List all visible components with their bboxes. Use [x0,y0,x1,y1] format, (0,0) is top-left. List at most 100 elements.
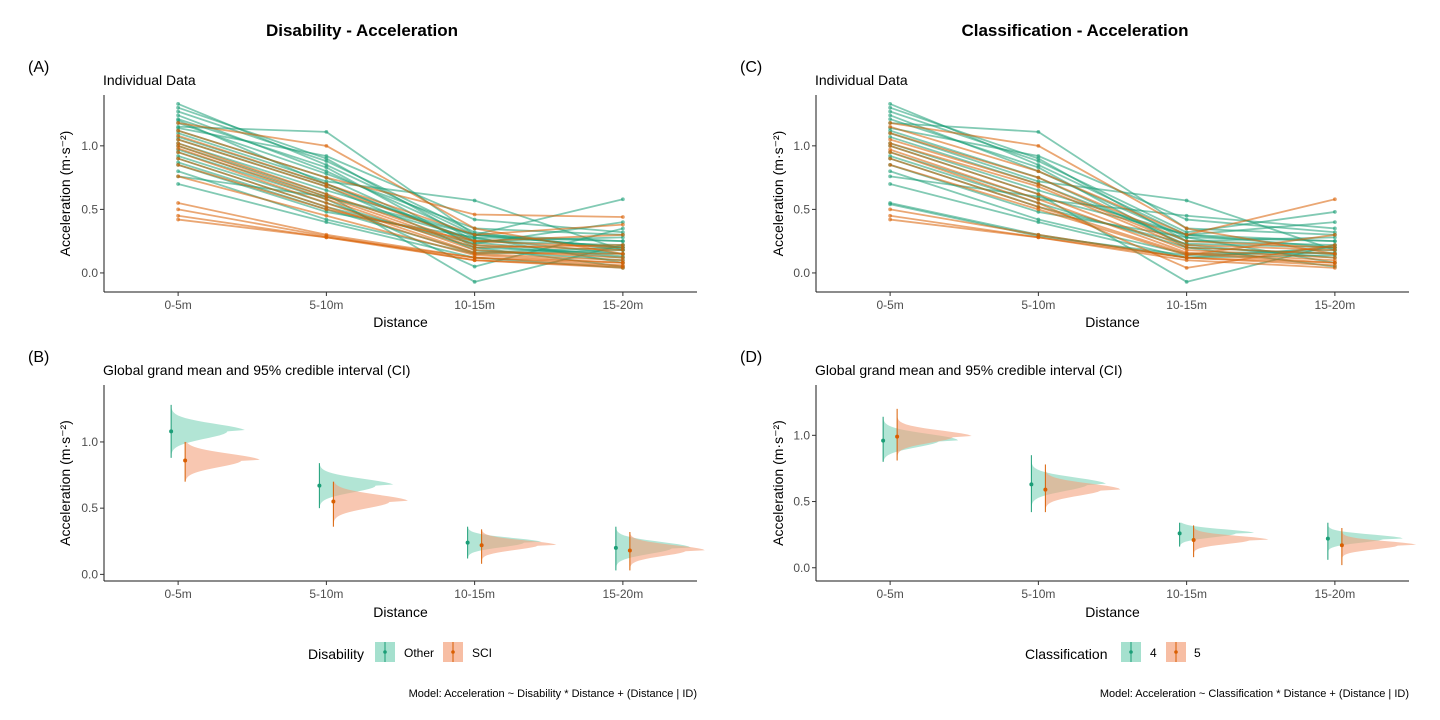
series-line-25 [888,137,1337,252]
data-point [176,174,181,179]
data-point [176,201,181,205]
data-point [472,212,477,217]
series-line-26 [176,128,625,219]
data-point [620,215,625,219]
data-point [324,197,329,202]
density-layer [169,404,705,571]
data-point [176,163,181,167]
series-line-23 [888,124,1337,237]
grand-mean-point [465,540,470,545]
grand-mean-point [331,499,336,504]
grand-mean-point [1339,543,1344,548]
y-tick-label: 0.0 [81,266,98,280]
data-point [888,207,893,212]
y-axis-title: Acceleration (m·s⁻²) [57,131,73,257]
data-point [1036,165,1041,170]
grand-mean-point [479,543,484,548]
x-tick-label: 15-20m [603,587,644,601]
y-tick-label: 0.0 [793,266,810,280]
data-point [1036,129,1041,134]
data-point [620,232,625,237]
data-point [324,235,329,240]
data-point [176,156,181,161]
series-line-34 [176,163,625,244]
series-polyline [177,122,623,236]
data-point [176,137,181,142]
data-point [888,131,893,136]
data-point [324,165,329,170]
right-title: Classification - Acceleration [961,21,1188,40]
panel-subtitle: Individual Data [103,72,196,88]
x-tick-label: 10-15m [1166,587,1207,601]
data-point [324,143,329,148]
data-point [888,150,893,155]
y-tick-label: 1.0 [81,435,98,449]
data-point [1036,192,1041,197]
data-point [176,207,181,212]
series-line-27 [176,133,625,237]
panel-tag: (C) [740,59,762,76]
y-axis-title: Acceleration (m·s⁻²) [770,420,786,546]
left-title: Disability - Acceleration [266,21,458,40]
data-point [888,137,893,142]
data-point [888,169,893,174]
data-point [324,188,329,193]
data-point [472,198,477,203]
data-point [888,113,893,118]
data-point [1332,220,1337,224]
grand-mean-point [1029,482,1034,487]
panel-b-grand-mean-disability: (B) Global grand mean and 95% credible in… [28,349,705,620]
panel-tag: (D) [740,349,762,366]
posterior-density [171,404,245,458]
data-point [1184,265,1189,270]
data-point [472,258,477,263]
right-legend: Classification 4 5 [1025,642,1201,662]
y-tick-label: 0.5 [793,495,810,509]
posterior-SCI-5-10m [331,481,408,527]
data-point [620,243,625,247]
x-tick-label: 5-10m [1021,298,1055,312]
panel-subtitle: Global grand mean and 95% credible inter… [815,362,1122,378]
posterior-SCI-15-20m [627,532,705,571]
data-point [1332,226,1337,231]
y-tick-label: 1.0 [793,428,810,442]
series-polyline [889,144,1335,259]
posterior-5-10-15m [1191,525,1269,558]
legend-label-other: Other [404,646,434,660]
data-point [176,150,181,155]
series-polyline [889,122,1336,255]
right-caption: Model: Acceleration ~ Classification * D… [1100,688,1409,700]
data-point [472,232,477,237]
x-tick-label: 0-5m [164,587,191,601]
legend-label-class-4: 4 [1150,646,1157,660]
data-point [1036,175,1041,180]
x-axis-title: Distance [1085,314,1140,330]
data-point [324,171,329,176]
data-point [620,265,625,270]
data-point [888,143,893,148]
data-point [176,128,181,133]
right-legend-title: Classification [1025,646,1107,662]
x-tick-label: 10-15m [1166,298,1207,312]
y-tick-label: 0.5 [793,202,810,216]
data-point [176,217,181,222]
panel-subtitle: Individual Data [815,72,908,88]
y-tick-label: 0.0 [81,567,98,581]
series-polyline [889,106,1335,246]
posterior-density [1045,464,1121,513]
legend-point-class-5 [1174,650,1178,654]
legend-label-sci: SCI [472,646,492,660]
series-polyline [177,202,623,267]
x-tick-label: 0-5m [876,587,903,601]
data-point [1332,243,1337,247]
series-polyline [889,151,1335,230]
data-point [472,226,477,231]
data-point [888,174,893,179]
data-point [1184,217,1189,222]
data-point [324,159,329,163]
data-point [472,239,477,244]
x-tick-label: 5-10m [309,298,343,312]
data-point [1036,201,1041,205]
series-line-6 [888,121,1337,237]
data-point [888,156,893,161]
